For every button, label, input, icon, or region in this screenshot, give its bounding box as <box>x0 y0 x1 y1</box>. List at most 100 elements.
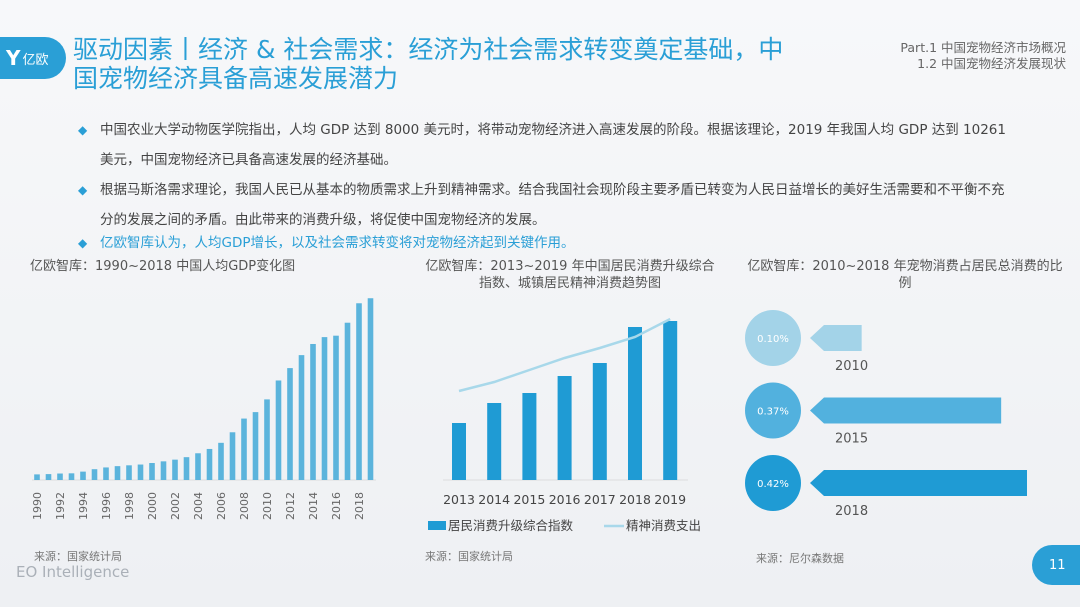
x-tick-label: 2017 <box>584 492 616 507</box>
x-tick-label: 1990 <box>31 492 44 520</box>
chart3-source: 来源：尼尔森数据 <box>756 552 844 565</box>
percent-circle <box>745 310 801 366</box>
x-tick-label: 2014 <box>478 492 510 507</box>
x-tick-label: 2008 <box>238 492 251 520</box>
gdp-bar <box>229 432 236 480</box>
x-tick-label: 2018 <box>619 492 651 507</box>
gdp-bar <box>91 469 98 480</box>
gdp-bar <box>68 473 75 480</box>
gdp-bar <box>160 461 167 480</box>
percent-label: 0.37% <box>757 407 789 418</box>
gdp-bar <box>252 412 259 480</box>
page-number: 11 <box>1032 545 1080 585</box>
x-tick-label: 2016 <box>549 492 581 507</box>
chart2-title: 亿欧智库：2013~2019 年中国居民消费升级综合指数、城镇居民精神消费趋势图 <box>425 259 715 291</box>
logo-y-icon: Y <box>6 46 21 70</box>
gdp-bar <box>45 474 52 480</box>
percent-label: 0.10% <box>757 334 789 345</box>
logo-text: 亿欧 <box>22 52 49 68</box>
chart3-title: 亿欧智库：2010~2018 年宠物消费占居民总消费的比例 <box>747 259 1063 291</box>
gdp-bar <box>126 465 132 480</box>
section-label: Part.1 中国宠物经济市场概况 1.2 中国宠物经济发展现状 <box>900 40 1066 72</box>
x-tick-label: 2019 <box>654 492 686 507</box>
index-bar <box>487 403 502 480</box>
gdp-bar <box>172 459 178 480</box>
subsection-label: 1.2 中国宠物经济发展现状 <box>917 56 1066 71</box>
part-label: Part.1 中国宠物经济市场概况 <box>900 40 1066 55</box>
percent-label: 0.42% <box>757 479 789 490</box>
x-tick-label: 2012 <box>284 492 297 520</box>
x-tick-label: 2002 <box>169 492 182 520</box>
x-tick-label: 1996 <box>100 492 113 520</box>
x-tick-label: 2006 <box>215 492 228 520</box>
bullet-item: ◆ 中国农业大学动物医学院指出，人均 GDP 达到 8000 美元时，将带动宠物经… <box>78 115 1008 175</box>
year-label: 2018 <box>835 504 868 519</box>
x-tick-label: 2000 <box>146 492 159 520</box>
gdp-bar <box>275 380 282 480</box>
x-tick-label: 2013 <box>443 492 475 507</box>
year-label: 2010 <box>835 359 868 374</box>
year-label: 2015 <box>835 432 868 447</box>
page-title: 驱动因素丨经济 & 社会需求：经济为社会需求转变奠定基础，中国宠物经济具备高速发… <box>73 35 784 93</box>
gdp-bar <box>114 466 121 480</box>
chart1-title: 亿欧智库：1990~2018 中国人均GDP变化图 <box>30 259 296 274</box>
gdp-bar <box>321 337 328 480</box>
ratio-arrow-bar <box>810 325 862 351</box>
gdp-bar <box>80 471 86 480</box>
gdp-bar <box>137 464 144 480</box>
index-bar <box>522 393 537 480</box>
x-tick-label: 2015 <box>513 492 545 507</box>
bullet-text: 中国农业大学动物医学院指出，人均 GDP 达到 8000 美元时，将带动宠物经济… <box>100 122 1006 168</box>
gdp-bar <box>333 335 339 480</box>
gdp-bar <box>183 457 190 480</box>
index-bar <box>557 376 572 480</box>
gdp-bar <box>356 303 362 480</box>
percent-circle <box>745 455 801 511</box>
x-tick-label: 2004 <box>192 492 205 520</box>
gdp-bar <box>344 322 351 480</box>
ratio-arrow-bar <box>810 470 1027 496</box>
legend-bar-swatch <box>428 521 446 530</box>
bullet-text: 亿欧智库认为，人均GDP增长，以及社会需求转变将对宠物经济起到关键作用。 <box>100 235 575 251</box>
gdp-bar <box>241 418 247 480</box>
x-tick-label: 1994 <box>77 492 90 520</box>
chart1-source: 来源：国家统计局 <box>34 550 122 563</box>
gdp-bar <box>149 463 155 480</box>
index-bar <box>592 363 607 480</box>
x-tick-label: 2014 <box>307 492 320 520</box>
gdp-bar <box>367 298 374 480</box>
spending-line <box>458 317 671 393</box>
brand-footer: EO Intelligence <box>16 563 130 581</box>
index-bar <box>663 321 678 480</box>
gdp-bar <box>103 467 109 480</box>
logo: Y 亿欧 <box>0 37 66 79</box>
x-tick-label: 2018 <box>353 492 366 520</box>
gdp-bar <box>57 473 63 480</box>
diamond-icon: ◆ <box>78 123 88 137</box>
x-tick-label: 1992 <box>54 492 67 520</box>
x-tick-label: 2016 <box>330 492 343 520</box>
bullet-text: 根据马斯洛需求理论，我国人民已从基本的物质需求上升到精神需求。结合我国社会现阶段… <box>100 182 1005 228</box>
gdp-bar <box>264 399 270 480</box>
x-tick-label: 2010 <box>261 492 274 520</box>
gdp-bar <box>310 343 316 480</box>
x-tick-label: 1998 <box>123 492 136 520</box>
gdp-bar <box>34 474 40 480</box>
gdp-bar <box>287 368 293 480</box>
index-bar <box>628 327 642 480</box>
diamond-icon: ◆ <box>78 236 88 250</box>
gdp-bar <box>206 448 213 480</box>
bullet-item: ◆ 根据马斯洛需求理论，我国人民已从基本的物质需求上升到精神需求。结合我国社会现阶… <box>78 175 1008 235</box>
diamond-icon: ◆ <box>78 183 88 197</box>
index-bar <box>452 423 466 480</box>
gdp-bar <box>195 453 201 480</box>
percent-circle <box>745 382 801 439</box>
chart2-source: 来源：国家统计局 <box>425 550 513 563</box>
ratio-arrow-bar <box>810 397 1002 424</box>
legend-label: 精神消费支出 <box>626 518 701 533</box>
legend-label: 居民消费升级综合指数 <box>448 518 574 533</box>
bullet-item: ◆ 亿欧智库认为，人均GDP增长，以及社会需求转变将对宠物经济起到关键作用。 <box>78 228 1008 258</box>
gdp-bar <box>298 355 305 480</box>
gdp-bar <box>218 442 224 480</box>
